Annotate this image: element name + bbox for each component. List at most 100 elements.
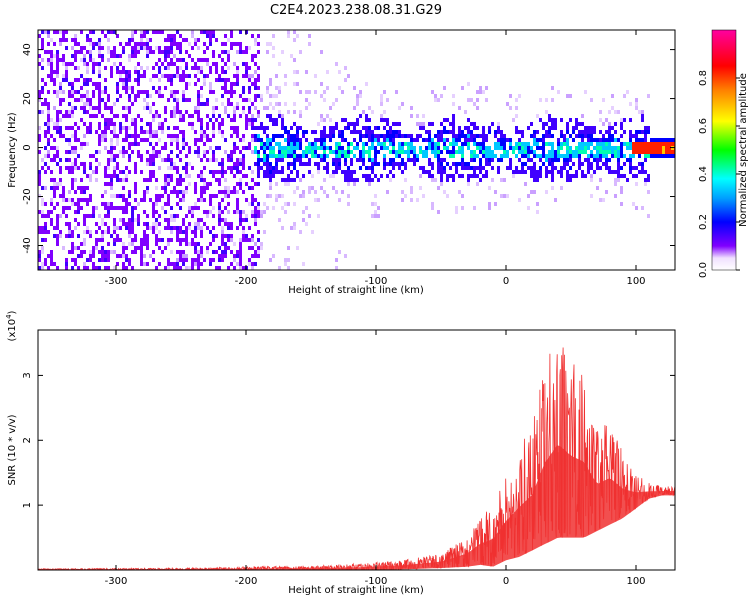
spectrogram-cell [239,162,242,166]
spectrogram-cell [206,138,209,142]
spectrogram-cell [140,130,143,134]
spectrogram-cell [326,70,329,74]
spectrogram-cell [416,134,419,138]
spectrogram-cell [92,210,95,214]
spectrogram-cell [587,126,590,130]
spectrogram-cell [65,110,68,114]
spectrogram-cell [608,166,611,170]
spectrogram-cell [140,34,143,38]
spectrogram-cell [521,134,524,138]
spectrogram-cell [551,142,554,146]
spectrogram-cell [251,74,254,78]
spectrogram-cell [518,146,521,150]
spectrogram-cell [122,146,125,150]
spectrogram-cell [257,174,260,178]
spectrogram-cell [98,82,101,86]
spectrogram-cell [89,126,92,130]
spectrogram-cell [212,114,215,118]
spectrogram-cell [554,166,557,170]
x-tick-label: 0 [503,576,509,587]
spectrogram-cell [596,166,599,170]
spectrogram-cell [74,258,77,262]
spectrogram-cell [425,154,428,158]
spectrogram-cell [188,150,191,154]
spectrogram-cell [362,154,365,158]
spectrogram-cell [227,158,230,162]
spectrogram-cell [200,138,203,142]
spectrogram-cell [206,30,209,34]
spectrogram-cell [140,262,143,266]
spectrogram-cell [47,122,50,126]
spectrogram-cell [86,66,89,70]
spectrogram-cell [89,54,92,58]
spectrogram-cell [512,150,515,154]
spectrogram-cell [53,78,56,82]
spectrogram-cell [638,146,641,150]
spectrogram-cell [143,242,146,246]
spectrogram-cell [92,58,95,62]
snr-x-label: Height of straight line (km) [288,585,424,596]
spectrogram-cell [629,146,632,150]
spectrogram-cell [113,194,116,198]
spectrogram-cell [293,70,296,74]
spectrogram-cell [284,154,287,158]
spectrogram-cell [440,162,443,166]
spectrogram-cell [86,38,89,42]
spectrogram-cell [419,150,422,154]
spectrogram-cell [551,178,554,182]
spectrogram-cell [281,154,284,158]
spectrogram-cell [248,202,251,206]
spectrogram-cell [635,98,638,102]
spectrogram-cell [437,142,440,146]
spectrogram-cell [224,194,227,198]
spectrogram-cell [110,138,113,142]
spectrogram-cell [251,54,254,58]
spectrogram-cell [236,134,239,138]
spectrogram-cell [59,42,62,46]
spectrogram-cell [524,146,527,150]
spectrogram-cell [530,158,533,162]
spectrogram-cell [104,126,107,130]
spectrogram-cell [59,86,62,90]
spectrogram-cell [203,190,206,194]
spectrogram-cell [281,114,284,118]
spectrogram-cell [278,158,281,162]
spectrogram-cell [614,130,617,134]
spectrogram-cell [170,134,173,138]
spectrogram-cell [323,150,326,154]
x-tick-label: 100 [626,576,645,587]
spectrogram-cell [83,162,86,166]
spectrogram-cell [485,150,488,154]
spectrogram-cell [254,218,257,222]
spectrogram-cell [629,102,632,106]
spectrogram-cell [125,134,128,138]
spectrogram-cell [662,142,665,146]
spectrogram-cell [233,166,236,170]
spectrogram-cell [332,162,335,166]
spectrogram-cell [41,86,44,90]
spectrogram-cell [644,130,647,134]
spectrogram-cell [653,150,656,154]
spectrogram-cell [77,90,80,94]
spectrogram-cell [290,170,293,174]
spectrogram-cell [122,86,125,90]
spectrogram-cell [146,238,149,242]
spectrogram-cell [50,118,53,122]
spectrogram-cell [308,158,311,162]
spectrogram-cell [452,142,455,146]
spectrogram-cell [602,154,605,158]
spectrogram-cell [131,46,134,50]
spectrogram-cell [92,42,95,46]
spectrogram-cell [542,134,545,138]
spectrogram-cell [134,130,137,134]
spectrogram-cell [353,178,356,182]
spectrogram-cell [659,150,662,154]
spectrogram-cell [197,206,200,210]
spectrogram-cell [131,90,134,94]
spectrogram-cell [275,154,278,158]
spectrogram-cell [548,114,551,118]
spectrogram-cell [308,34,311,38]
spectrogram-cell [128,202,131,206]
spectrogram-cell [107,38,110,42]
spectrogram-cell [116,54,119,58]
